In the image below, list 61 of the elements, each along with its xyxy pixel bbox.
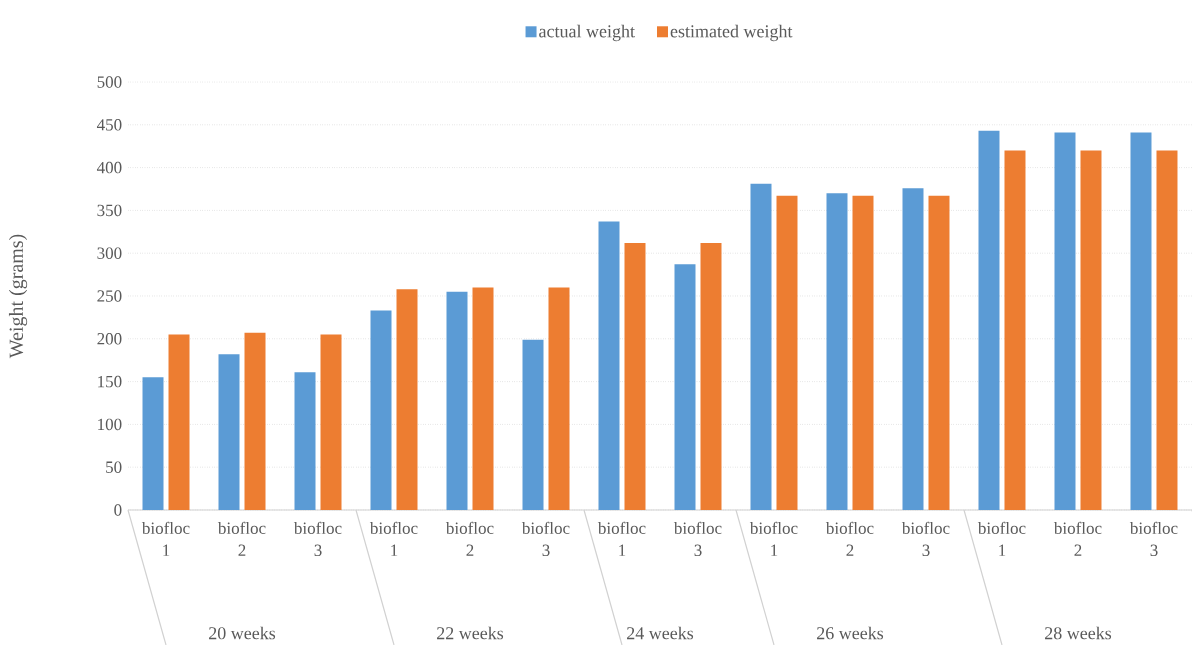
- y-tick-label: 200: [97, 333, 122, 345]
- x-tick-label: biofloc 3: [1129, 521, 1178, 556]
- bar: [446, 291, 468, 510]
- bar: [396, 289, 418, 510]
- x-tick-label: biofloc 3: [521, 521, 570, 556]
- bar: [700, 242, 722, 510]
- bar: [244, 332, 266, 510]
- bar: [928, 195, 950, 510]
- x-tick-label: biofloc 2: [217, 521, 266, 556]
- bar: [548, 287, 570, 510]
- bar: [826, 193, 848, 510]
- bar: [1054, 132, 1076, 510]
- bar: [1130, 132, 1152, 510]
- text: 26 weeks: [817, 626, 884, 640]
- bar: [1156, 150, 1178, 510]
- x-tick-label: biofloc 2: [825, 521, 874, 556]
- y-tick-label: 450: [96, 119, 122, 131]
- bar: [978, 130, 1000, 510]
- y-tick-label: 350: [97, 204, 122, 217]
- y-tick-label: 100: [98, 418, 122, 431]
- bar: [294, 372, 316, 510]
- text: 28 weeks: [1045, 626, 1112, 640]
- legend-label: estimated weight: [670, 24, 793, 42]
- y-tick-label: 150: [98, 375, 122, 388]
- bar: [1080, 150, 1102, 510]
- x-tick-label: biofloc 1: [141, 521, 190, 556]
- y-tick-label: 500: [97, 76, 122, 88]
- bar: [598, 221, 620, 510]
- y-tick-label: 0: [114, 504, 122, 516]
- legend-label: actual weight: [539, 24, 635, 42]
- bar: [852, 195, 874, 510]
- bar: [750, 183, 772, 510]
- x-tick-label: biofloc 1: [369, 521, 418, 556]
- bar: [472, 287, 494, 510]
- bar: [674, 264, 696, 510]
- bar: [218, 354, 240, 510]
- text: 20 weeks: [209, 626, 276, 640]
- y-axis-title: Weight (grams): [8, 234, 28, 359]
- x-tick-label: biofloc 1: [597, 521, 646, 556]
- bar: [902, 188, 924, 510]
- bar: [776, 195, 798, 510]
- x-tick-label: biofloc 3: [901, 521, 950, 556]
- text: 24 weeks: [627, 626, 694, 640]
- y-tick-label: 400: [96, 161, 122, 174]
- bar: [142, 377, 164, 510]
- bar: [522, 339, 544, 510]
- bar: [320, 334, 342, 510]
- x-tick-label: biofloc 3: [293, 521, 342, 556]
- bar: [1004, 150, 1026, 510]
- x-tick-label: biofloc 3: [673, 521, 722, 556]
- y-tick-label: 250: [97, 290, 122, 302]
- bar: [624, 242, 646, 510]
- x-tick-label: biofloc 2: [445, 521, 494, 556]
- text: 22 weeks: [437, 626, 504, 640]
- x-tick-label: biofloc 1: [977, 521, 1026, 556]
- x-tick-label: biofloc 1: [749, 521, 798, 556]
- y-tick-label: 50: [106, 461, 122, 473]
- x-tick-label: biofloc 2: [1053, 521, 1102, 556]
- bar: [168, 334, 190, 510]
- bar: [370, 310, 392, 510]
- y-tick-label: 300: [97, 247, 122, 259]
